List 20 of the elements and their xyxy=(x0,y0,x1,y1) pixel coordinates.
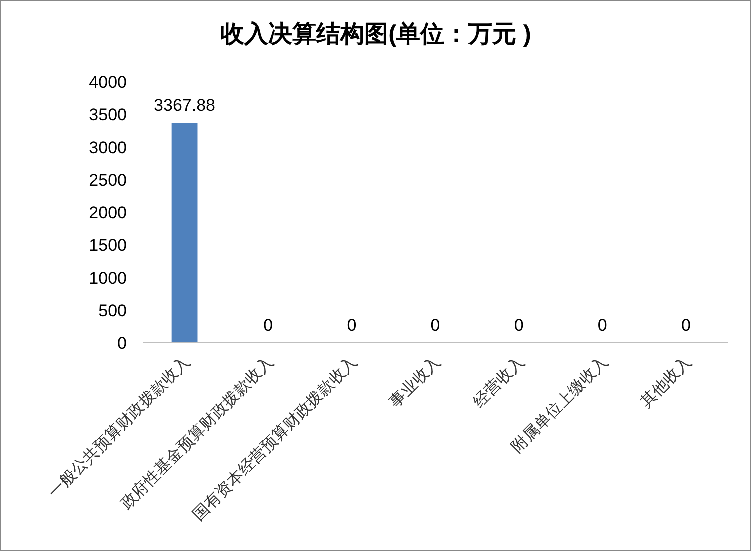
y-tick-label: 2000 xyxy=(89,204,127,222)
y-tick-label: 3500 xyxy=(89,106,127,125)
data-label: 0 xyxy=(598,316,608,335)
data-label: 0 xyxy=(514,316,524,335)
x-tick-label: 经营收入 xyxy=(470,353,528,412)
x-tick-label: 事业收入 xyxy=(386,353,444,412)
y-tick-label: 500 xyxy=(98,301,127,320)
data-label: 0 xyxy=(347,316,357,335)
data-label: 0 xyxy=(264,316,274,335)
y-tick-label: 4000 xyxy=(89,73,127,92)
data-label: 3367.88 xyxy=(154,96,216,116)
y-tick-label: 3000 xyxy=(89,138,127,158)
data-label: 0 xyxy=(430,316,440,335)
chart-title: 收入决算结构图(单位：万元 ) xyxy=(220,21,532,48)
y-tick-label: 1000 xyxy=(89,268,127,288)
y-tick-label: 2500 xyxy=(89,170,127,190)
y-tick-label: 1500 xyxy=(89,236,127,256)
y-tick-label: 0 xyxy=(118,334,127,353)
data-label: 0 xyxy=(681,316,691,335)
x-tick-label: 其他收入 xyxy=(637,353,696,412)
